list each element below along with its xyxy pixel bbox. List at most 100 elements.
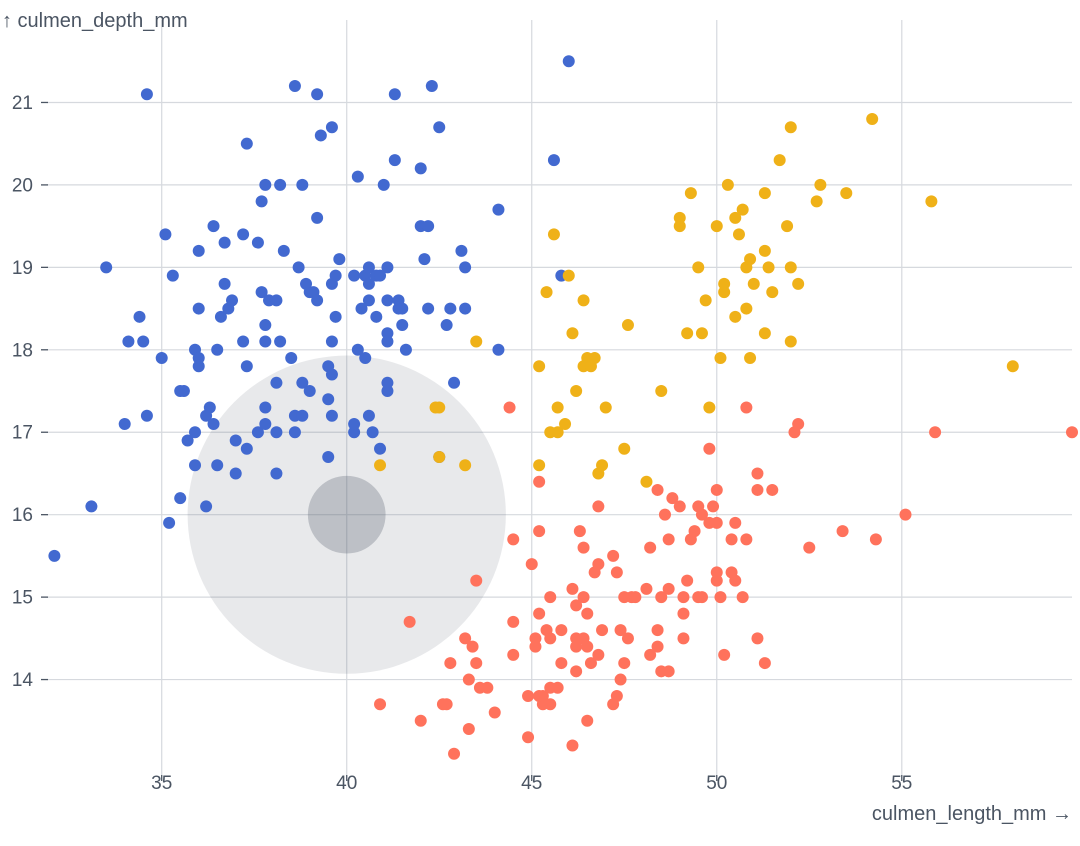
data-point: [459, 459, 472, 472]
data-point: [644, 648, 657, 661]
data-point: [836, 525, 849, 538]
data-point: [729, 574, 742, 587]
data-point: [325, 368, 338, 381]
data-point: [522, 690, 535, 703]
data-point: [251, 426, 264, 439]
data-point: [758, 244, 771, 257]
data-point: [547, 154, 560, 167]
data-point: [751, 467, 764, 480]
data-point: [525, 558, 538, 571]
y-tick-label: 16: [12, 505, 33, 526]
data-point: [414, 162, 427, 175]
data-point: [348, 417, 361, 430]
data-point: [736, 203, 749, 216]
data-point: [359, 352, 372, 365]
data-point: [710, 516, 723, 529]
data-point: [677, 632, 690, 645]
data-point: [1006, 360, 1019, 373]
data-point: [362, 261, 375, 274]
data-point: [303, 385, 316, 398]
data-point: [533, 360, 546, 373]
data-point: [714, 591, 727, 604]
data-point: [614, 624, 627, 637]
data-point: [503, 401, 516, 414]
data-point: [781, 220, 794, 233]
data-point: [85, 500, 98, 513]
data-point: [744, 253, 757, 266]
data-point: [695, 327, 708, 340]
data-point: [296, 376, 309, 389]
data-point: [703, 401, 716, 414]
data-point: [259, 335, 272, 348]
data-point: [459, 632, 472, 645]
data-point: [651, 624, 664, 637]
data-point: [433, 121, 446, 134]
data-point: [644, 541, 657, 554]
data-point: [229, 434, 242, 447]
data-point: [470, 657, 483, 670]
data-point: [296, 409, 309, 422]
data-point: [792, 417, 805, 430]
data-point: [551, 426, 564, 439]
data-point: [751, 632, 764, 645]
data-point: [381, 261, 394, 274]
data-point: [718, 286, 731, 299]
data-point: [673, 220, 686, 233]
data-point: [681, 574, 694, 587]
data-point: [270, 467, 283, 480]
data-point: [736, 591, 749, 604]
data-point: [444, 302, 457, 315]
data-point: [351, 343, 364, 356]
y-tick-label: 20: [12, 175, 33, 196]
data-point: [362, 409, 375, 422]
data-point: [270, 376, 283, 389]
x-axis: 35 40 45 50 55: [151, 773, 912, 794]
pointer-focus-halo: [187, 355, 506, 674]
data-point: [751, 483, 764, 496]
data-point: [377, 178, 390, 191]
x-tick-label: 35: [151, 773, 172, 794]
data-point: [762, 261, 775, 274]
data-point: [566, 327, 579, 340]
x-tick-label: 45: [521, 773, 542, 794]
data-point: [226, 294, 239, 307]
data-point: [577, 541, 590, 554]
data-point: [784, 335, 797, 348]
data-point: [666, 492, 679, 505]
data-point: [651, 640, 664, 653]
data-point: [729, 211, 742, 224]
data-point: [529, 640, 542, 653]
data-point: [466, 640, 479, 653]
data-point: [296, 178, 309, 191]
data-point: [684, 187, 697, 200]
data-point: [581, 607, 594, 620]
data-point: [607, 549, 620, 562]
data-point: [673, 500, 686, 513]
data-point: [581, 640, 594, 653]
data-point: [629, 591, 642, 604]
data-point: [314, 129, 327, 142]
y-tick-label: 15: [12, 588, 33, 609]
data-point: [573, 525, 586, 538]
data-point: [533, 475, 546, 488]
data-point: [137, 335, 150, 348]
data-point: [374, 459, 387, 472]
data-point: [758, 657, 771, 670]
data-point: [492, 343, 505, 356]
data-point: [596, 459, 609, 472]
data-point: [596, 624, 609, 637]
y-tick-label: 21: [12, 93, 33, 114]
data-point: [784, 261, 797, 274]
data-point: [551, 401, 564, 414]
data-point: [214, 310, 227, 323]
data-point: [581, 714, 594, 727]
data-point: [507, 648, 520, 661]
data-point: [440, 698, 453, 711]
data-point: [651, 483, 664, 496]
data-point: [747, 277, 760, 290]
data-point: [270, 294, 283, 307]
data-point: [122, 335, 135, 348]
data-point: [718, 648, 731, 661]
data-point: [707, 500, 720, 513]
data-point: [189, 459, 202, 472]
